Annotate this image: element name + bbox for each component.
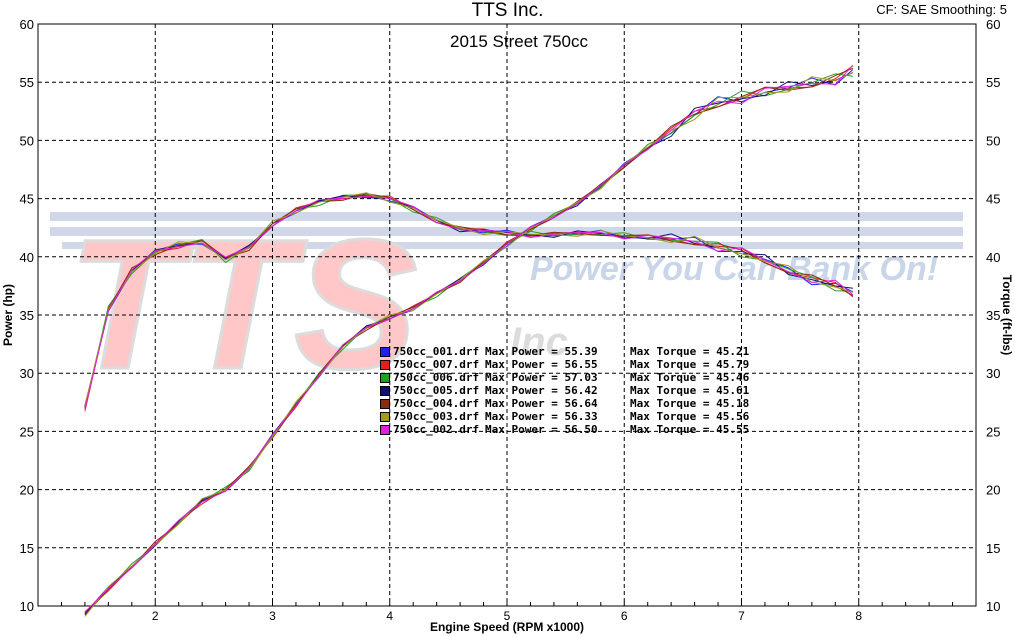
y-tick-label-left: 60 (20, 17, 34, 32)
watermark-logo: TTS (68, 202, 417, 408)
x-tick-label: 6 (621, 609, 628, 623)
legend: 750cc_001.drf Max Power = 55.39 Max Torque… (380, 345, 749, 436)
company-title: TTS Inc. (471, 0, 544, 21)
y-tick-label-right: 45 (986, 192, 1000, 207)
legend-entry: 750cc_007.drf Max Power = 56.55 Max Torque… (380, 358, 749, 371)
y-tick-label-left: 30 (20, 366, 34, 381)
x-tick-label: 3 (269, 609, 276, 623)
correction-settings: CF: SAE Smoothing: 5 (876, 2, 1007, 17)
legend-max-torque: Max Torque = 45.56 (630, 410, 750, 423)
watermark-logo-suffix: Inc (510, 320, 568, 364)
y-tick-label-left: 25 (20, 424, 34, 439)
legend-swatch (380, 424, 390, 435)
legend-file-name: 750cc_003.drf (393, 410, 480, 423)
power-line-750cc_003 (84, 71, 854, 617)
y-tick-label-right: 30 (986, 366, 1000, 381)
y-tick-label-left: 20 (20, 483, 34, 498)
legend-swatch (380, 411, 390, 422)
legend-max-power: Max Power = 56.55 (485, 358, 598, 371)
watermark-tagline: Power You Can Bank On! (530, 250, 938, 288)
legend-max-power: Max Power = 56.50 (485, 423, 598, 436)
legend-file-name: 750cc_005.drf (393, 384, 480, 397)
y-tick-label-right: 35 (986, 308, 1000, 323)
legend-entry: 750cc_006.drf Max Power = 57.03 Max Torque… (380, 371, 749, 384)
y-tick-label-left: 40 (20, 250, 34, 265)
legend-entry: 750cc_005.drf Max Power = 56.42 Max Torque… (380, 384, 749, 397)
torque-line-750cc_004 (84, 193, 854, 409)
legend-file-name: 750cc_007.drf (393, 358, 480, 371)
legend-max-power: Max Power = 57.03 (485, 371, 598, 384)
y-axis-label-left: Power (hp) (1, 284, 15, 346)
legend-swatch (380, 372, 390, 383)
y-tick-label-right: 10 (986, 599, 1000, 614)
legend-entry: 750cc_004.drf Max Power = 56.64 Max Torque… (380, 397, 749, 410)
legend-max-torque: Max Torque = 45.79 (630, 358, 750, 371)
x-tick-label: 8 (855, 609, 862, 623)
data-curves (84, 64, 854, 617)
y-tick-label-left: 15 (20, 541, 34, 556)
legend-max-power: Max Power = 55.39 (485, 345, 598, 358)
y-tick-label-left: 50 (20, 133, 34, 148)
legend-swatch (380, 398, 390, 409)
x-tick-label: 2 (152, 609, 159, 623)
legend-file-name: 750cc_001.drf (393, 345, 480, 358)
y-tick-label-right: 50 (986, 133, 1000, 148)
y-tick-label-left: 35 (20, 308, 34, 323)
y-tick-label-right: 55 (986, 75, 1000, 90)
y-axis-label-right: Torque (ft-lbs) (1000, 275, 1014, 355)
y-tick-label-left: 10 (20, 599, 34, 614)
legend-max-torque: Max Torque = 45.46 (630, 371, 750, 384)
legend-max-torque: Max Torque = 45.61 (630, 384, 750, 397)
legend-max-torque: Max Torque = 45.21 (630, 345, 750, 358)
legend-max-power: Max Power = 56.33 (485, 410, 598, 423)
power-line-750cc_002 (84, 64, 854, 613)
y-tick-label-right: 40 (986, 250, 1000, 265)
x-axis-label: Engine Speed (RPM x1000) (430, 620, 584, 634)
torque-line-750cc_002 (84, 196, 854, 410)
legend-max-torque: Max Torque = 45.55 (630, 423, 750, 436)
legend-swatch (380, 346, 390, 357)
y-tick-label-right: 20 (986, 483, 1000, 498)
torque-line-750cc_003 (84, 192, 854, 406)
legend-swatch (380, 385, 390, 396)
legend-entry: 750cc_003.drf Max Power = 56.33 Max Torque… (380, 410, 749, 423)
y-tick-label-left: 55 (20, 75, 34, 90)
legend-entry: 750cc_001.drf Max Power = 55.39 Max Torque… (380, 345, 749, 358)
x-tick-label: 7 (738, 609, 745, 623)
legend-max-torque: Max Torque = 45.18 (630, 397, 750, 410)
legend-file-name: 750cc_002.drf (393, 423, 480, 436)
legend-swatch (380, 359, 390, 370)
y-tick-label-right: 25 (986, 424, 1000, 439)
y-tick-label-right: 60 (986, 17, 1000, 32)
y-tick-label-right: 15 (986, 541, 1000, 556)
y-tick-label-left: 45 (20, 192, 34, 207)
legend-file-name: 750cc_006.drf (393, 371, 480, 384)
legend-max-power: Max Power = 56.64 (485, 397, 598, 410)
x-tick-label: 5 (504, 609, 511, 623)
legend-entry: 750cc_002.drf Max Power = 56.50 Max Torque… (380, 423, 749, 436)
chart-title: 2015 Street 750cc (450, 32, 588, 51)
legend-max-power: Max Power = 56.42 (485, 384, 598, 397)
legend-file-name: 750cc_004.drf (393, 397, 480, 410)
x-tick-label: 4 (386, 609, 393, 623)
grid (38, 24, 976, 606)
